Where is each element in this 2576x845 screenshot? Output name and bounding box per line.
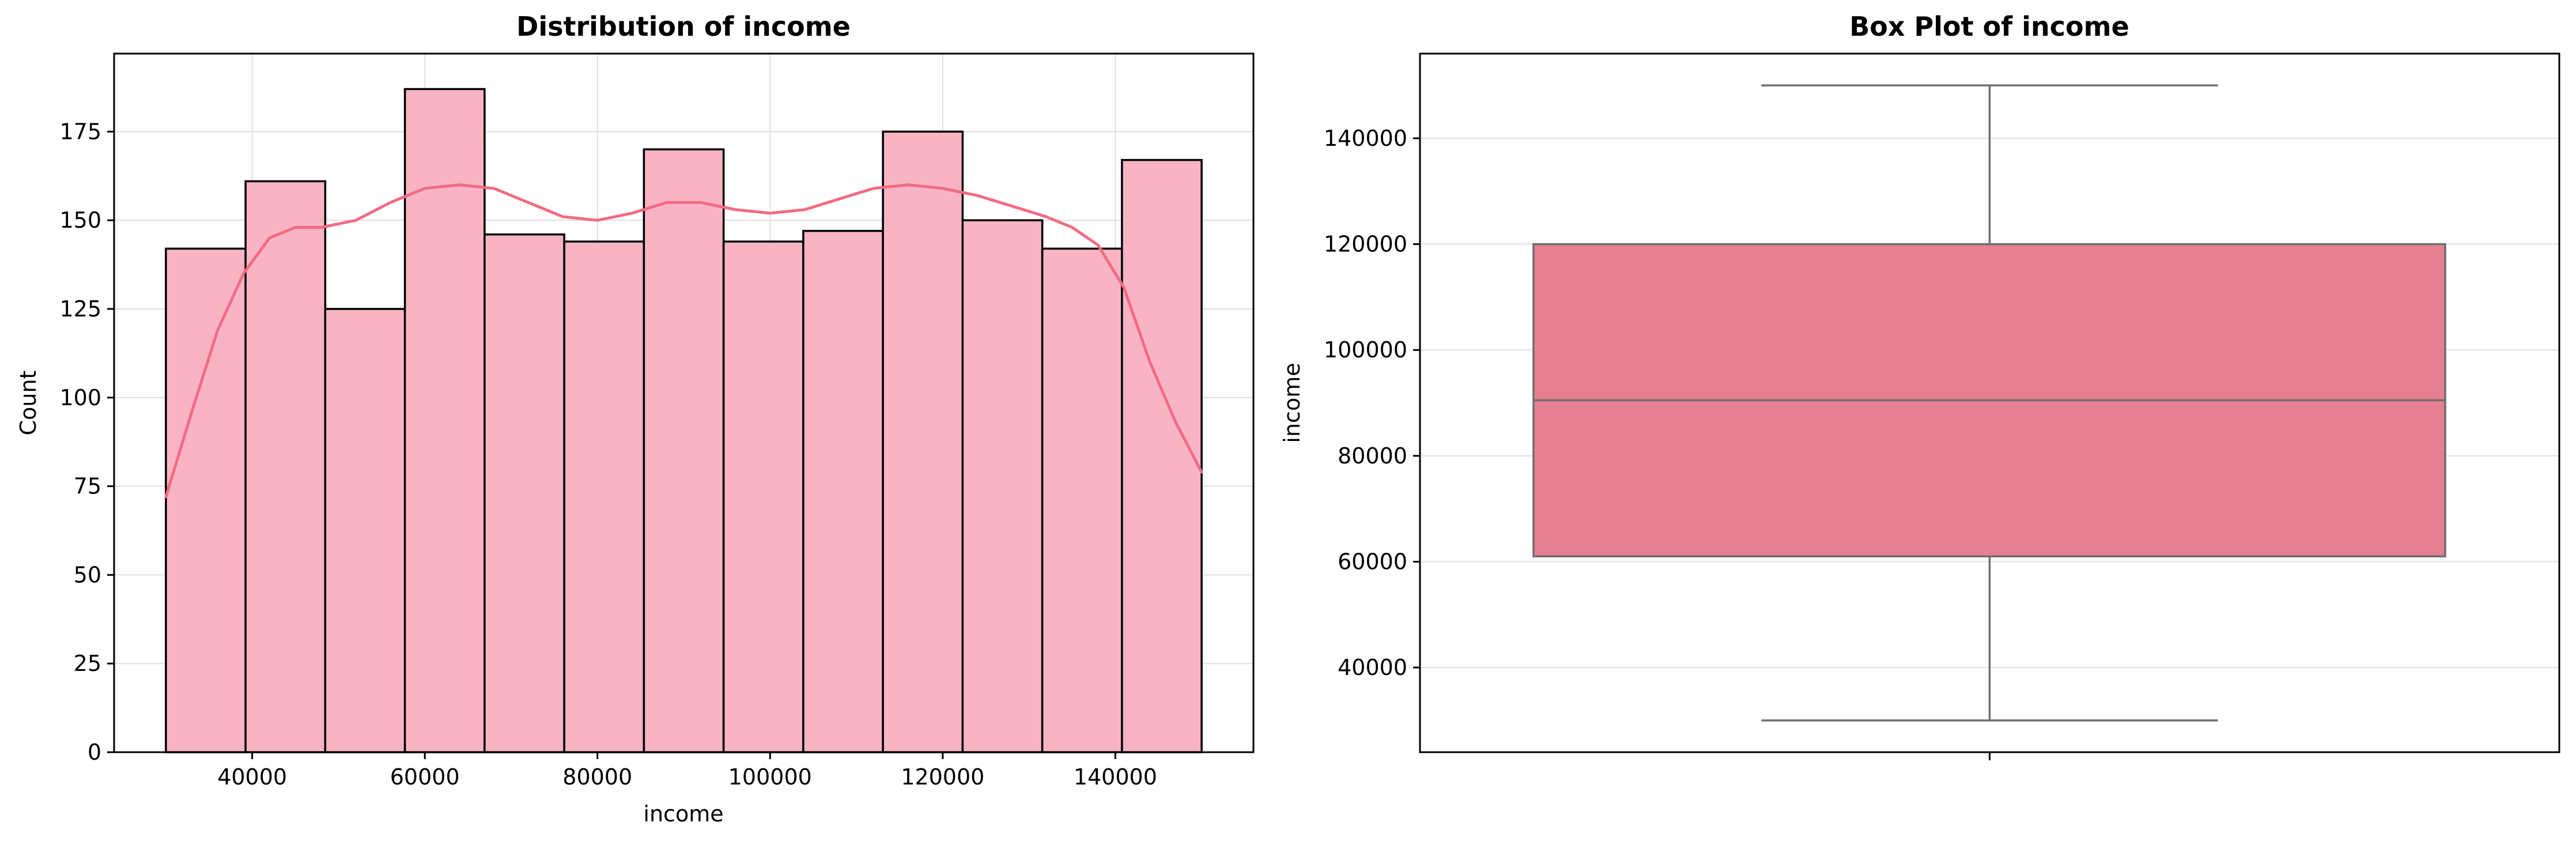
histogram-y-ticks: 0 25 50 75 100 125 150 175: [59, 119, 114, 765]
histogram-y-tick-label: 100: [59, 385, 101, 410]
histogram-panel: Distribution of income 40000 60000 80000 10…: [16, 11, 1255, 827]
kde-curve-group: [164, 183, 1203, 499]
histogram-x-tick-label: 100000: [728, 764, 812, 790]
histogram-bar: [244, 180, 327, 753]
box-plot-y-tick-label: 40000: [1338, 655, 1407, 680]
histogram-bar: [165, 247, 247, 753]
histogram-x-axis-label: income: [643, 801, 723, 827]
box-plot-y-tick-label: 80000: [1338, 443, 1407, 469]
histogram-bar: [563, 240, 645, 753]
histogram-bar: [643, 148, 725, 753]
histogram-bars: [165, 88, 1203, 753]
histogram-plot-frame: [113, 52, 1255, 753]
histogram-y-tick-label: 50: [74, 562, 101, 587]
histogram-y-tick-label: 175: [59, 119, 101, 144]
histogram-y-tick-label: 150: [59, 208, 101, 233]
box-plot-y-tick-label: 60000: [1338, 549, 1407, 574]
histogram-bar: [882, 130, 964, 753]
histogram-bar: [324, 308, 406, 753]
histogram-y-tick-label: 0: [88, 740, 101, 765]
histogram-bar: [802, 229, 884, 753]
histogram-y-tick-label: 125: [59, 296, 101, 322]
histogram-bar: [961, 219, 1044, 753]
box-plot-title: Box Plot of income: [1849, 11, 2129, 42]
histogram-y-tick-label: 25: [74, 651, 101, 676]
histogram-x-tick-label: 40000: [217, 764, 287, 790]
histogram-bar: [484, 233, 565, 753]
box-plot-y-tick-label: 120000: [1324, 232, 1407, 257]
box-plot-y-axis-label: income: [1279, 363, 1305, 443]
histogram-bar: [722, 240, 804, 753]
box-plot-box: [1532, 84, 2446, 722]
box-plot-y-tick-label: 100000: [1324, 337, 1407, 363]
histogram-bar: [403, 88, 486, 753]
histogram-bar: [1041, 247, 1123, 753]
histogram-x-tick-label: 140000: [1074, 764, 1157, 790]
histogram-x-tick-label: 60000: [390, 764, 460, 790]
histogram-x-tick-label: 80000: [562, 764, 632, 790]
box-plot-panel: Box Plot of income 40000 60000 80000 100000…: [1279, 11, 2560, 760]
histogram-x-ticks: 40000 60000 80000 100000 120000 140000: [217, 752, 1157, 790]
histogram-x-tick-label: 120000: [901, 764, 984, 790]
histogram-y-axis-label: Count: [16, 371, 41, 436]
kde-curve: [164, 183, 1203, 499]
box-plot-y-ticks: 40000 60000 80000 100000 120000 140000: [1324, 126, 1420, 680]
histogram-title: Distribution of income: [516, 11, 851, 42]
histogram-bar: [1121, 159, 1203, 753]
histogram-y-tick-label: 75: [74, 474, 101, 499]
box-plot-y-tick-label: 140000: [1324, 126, 1407, 151]
